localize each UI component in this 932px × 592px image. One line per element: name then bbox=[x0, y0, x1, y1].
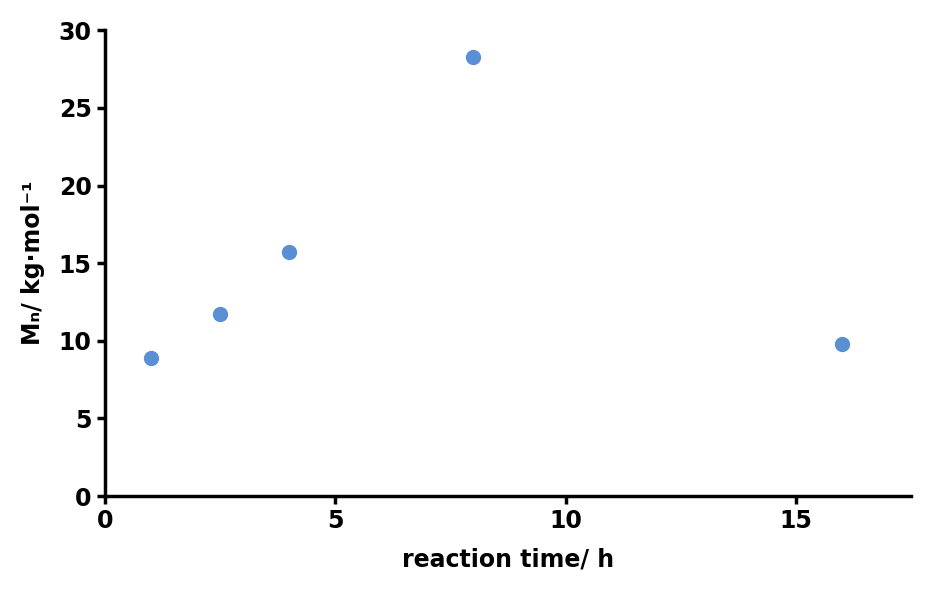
X-axis label: reaction time/ h: reaction time/ h bbox=[402, 547, 614, 571]
Y-axis label: Mₙ/ kg·mol⁻¹: Mₙ/ kg·mol⁻¹ bbox=[21, 181, 45, 346]
Point bbox=[281, 247, 296, 257]
Point bbox=[834, 339, 849, 349]
Point bbox=[144, 353, 158, 363]
Point bbox=[212, 310, 227, 319]
Point bbox=[466, 52, 481, 62]
